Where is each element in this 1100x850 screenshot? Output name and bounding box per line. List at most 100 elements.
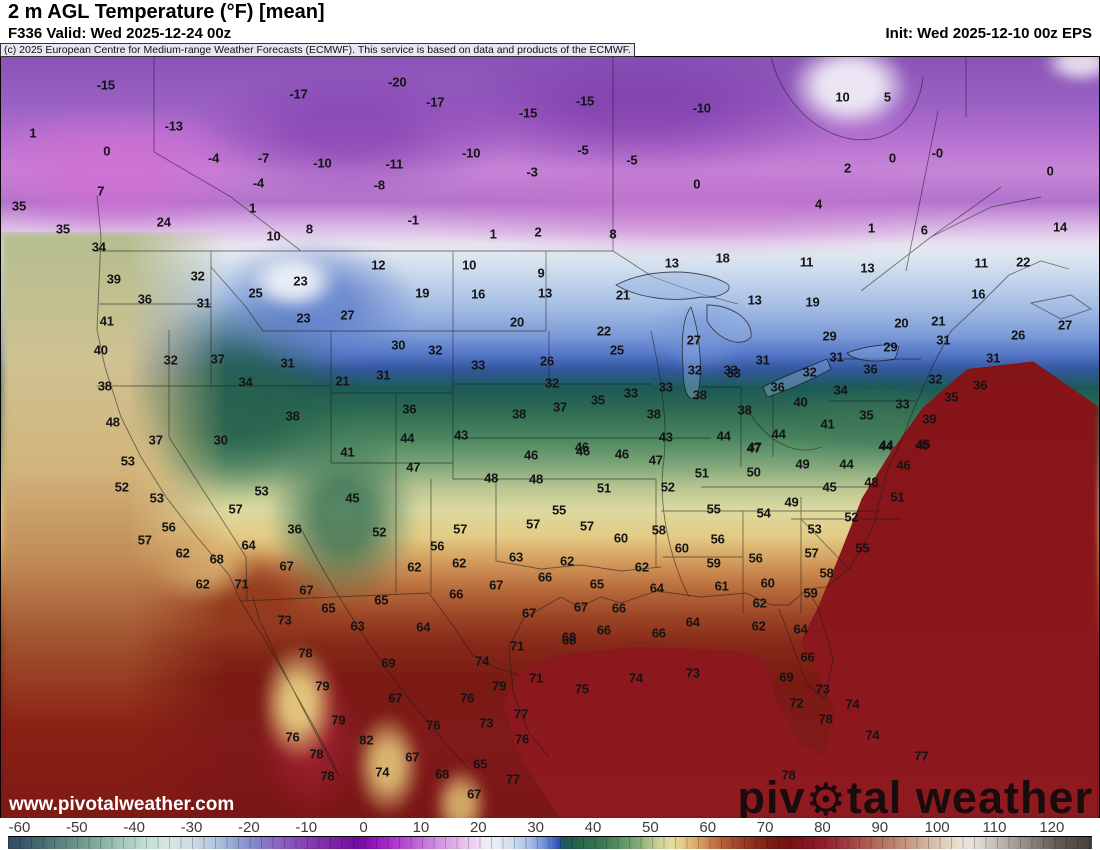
temp-label: 25 — [248, 285, 263, 301]
temp-label: 23 — [296, 310, 311, 326]
temp-label: 63 — [509, 549, 524, 565]
temperature-map: -15 1 -13 -17 0 -4 -7 -10 7 -4 35 1 24 35 10 8 34 -20 -17-… — [0, 56, 1100, 818]
temp-label: 76 — [285, 729, 300, 745]
temp-label: 48 — [484, 470, 499, 486]
temp-label: 67 — [467, 786, 482, 802]
temp-label: 18 — [715, 250, 730, 266]
temp-label: 14 — [1053, 219, 1068, 235]
temp-label: 53 — [149, 490, 164, 506]
temp-label: 38 — [646, 406, 661, 422]
temp-label: 10 — [266, 228, 281, 244]
temp-label: 16 — [971, 286, 986, 302]
temp-label: 38 — [285, 408, 300, 424]
temp-label: 67 — [388, 690, 403, 706]
temp-label: 35 — [590, 392, 605, 408]
temp-label: 69 — [779, 669, 794, 685]
temp-label: 73 — [479, 715, 494, 731]
temp-label: 71 — [234, 576, 249, 592]
temp-label: 38 — [97, 378, 112, 394]
temp-label: 24 — [156, 214, 171, 230]
temp-label: 20 — [510, 314, 525, 330]
temp-label: 46 — [896, 457, 911, 473]
temp-label: 44 — [716, 428, 731, 443]
temp-label: 67 — [522, 605, 537, 621]
temp-label: 77 — [514, 706, 529, 722]
temp-label: 33 — [723, 362, 738, 378]
temp-label: 47 — [406, 459, 421, 475]
temp-label: 2 — [534, 224, 542, 240]
temp-label: 8 — [305, 221, 313, 237]
temp-label: 34 — [91, 239, 106, 255]
temp-label: 13 — [537, 285, 553, 301]
temp-label: 53 — [254, 483, 269, 499]
temp-label: 43 — [658, 429, 673, 444]
temp-label: 75 — [574, 681, 589, 697]
temp-label: 76 — [515, 731, 530, 747]
temp-label: 36 — [402, 401, 417, 417]
temp-label: 46 — [574, 439, 589, 455]
colorbar-tick-label: 40 — [584, 819, 602, 836]
temp-label: 68 — [209, 551, 224, 567]
temp-label: 33 — [726, 365, 741, 381]
temp-label: 76 — [460, 690, 475, 706]
temp-label: 64 — [241, 537, 256, 553]
colorbar-tick-label: 110 — [982, 819, 1007, 836]
temp-label: -17 — [426, 94, 445, 110]
temp-label: 66 — [611, 600, 626, 616]
temp-label: 9 — [537, 265, 545, 281]
temp-label: 36 — [770, 379, 785, 395]
temp-label: 12 — [371, 257, 386, 273]
temp-label: 74 — [865, 727, 880, 743]
temp-label: -5 — [577, 142, 589, 158]
colorbar-segment-lines — [8, 837, 1092, 849]
temp-label: 32 — [163, 352, 178, 368]
colorbar-tick-label: 70 — [756, 819, 774, 836]
temp-label: 44 — [879, 437, 894, 453]
temp-label: 78 — [298, 645, 313, 661]
temp-label: 35 — [859, 407, 874, 423]
colorbar: -60 -50 -40 -30 -20 -10 0 10 20 30 40 50 60 70 80 90 100… — [0, 818, 1100, 850]
colorbar-tick-label: -30 — [180, 819, 203, 836]
temp-label: 46 — [575, 443, 590, 459]
temp-label: 52 — [660, 479, 675, 495]
temp-label: -4 — [208, 150, 220, 166]
colorbar-tick-label: -40 — [123, 819, 146, 836]
temp-label: 46 — [614, 446, 629, 462]
temp-label: 34 — [238, 374, 253, 390]
temperature-labels-layer: -15 1 -13 -17 0 -4 -7 -10 7 -4 35 1 24 35 10 8 34 -20 -17-… — [1, 57, 1099, 818]
temp-label: 44 — [400, 430, 415, 446]
gear-icon: ⚙ — [805, 774, 847, 818]
temp-label: 31 — [986, 350, 1001, 366]
temp-label: 82 — [359, 732, 374, 748]
temp-label: 43 — [454, 427, 469, 442]
temp-label: -8 — [373, 177, 385, 193]
temp-label: 38 — [692, 387, 707, 403]
temp-label: 23 — [293, 273, 308, 289]
temp-label: 64 — [416, 619, 431, 635]
temp-label: 62 — [175, 545, 190, 561]
temp-label: 55 — [706, 501, 721, 517]
colorbar-tick-label: 10 — [412, 819, 430, 836]
temp-label: 78 — [309, 746, 324, 762]
temp-label: 29 — [883, 339, 898, 355]
temp-label: -5 — [626, 152, 638, 168]
temp-label: 63 — [350, 618, 365, 634]
temp-label: 66 — [651, 625, 666, 641]
temp-label: 45 — [916, 436, 931, 452]
temp-label: 79 — [492, 678, 507, 694]
temp-label: 44 — [839, 456, 854, 472]
temp-label: 62 — [752, 595, 767, 611]
temp-label: -15 — [518, 105, 538, 121]
temp-label: 56 — [748, 550, 763, 566]
temp-label: 41 — [99, 313, 114, 329]
temp-label: 13 — [747, 292, 762, 308]
temp-label: 26 — [539, 353, 555, 369]
temp-label: 60 — [613, 530, 628, 546]
temp-label: 36 — [863, 361, 878, 377]
temp-label: 0 — [103, 143, 111, 159]
temp-label: 56 — [430, 538, 445, 554]
border-lines — [96, 57, 1092, 778]
temp-label: 73 — [685, 665, 700, 681]
temp-label: 74 — [475, 653, 490, 669]
temp-label: -17 — [289, 86, 308, 102]
